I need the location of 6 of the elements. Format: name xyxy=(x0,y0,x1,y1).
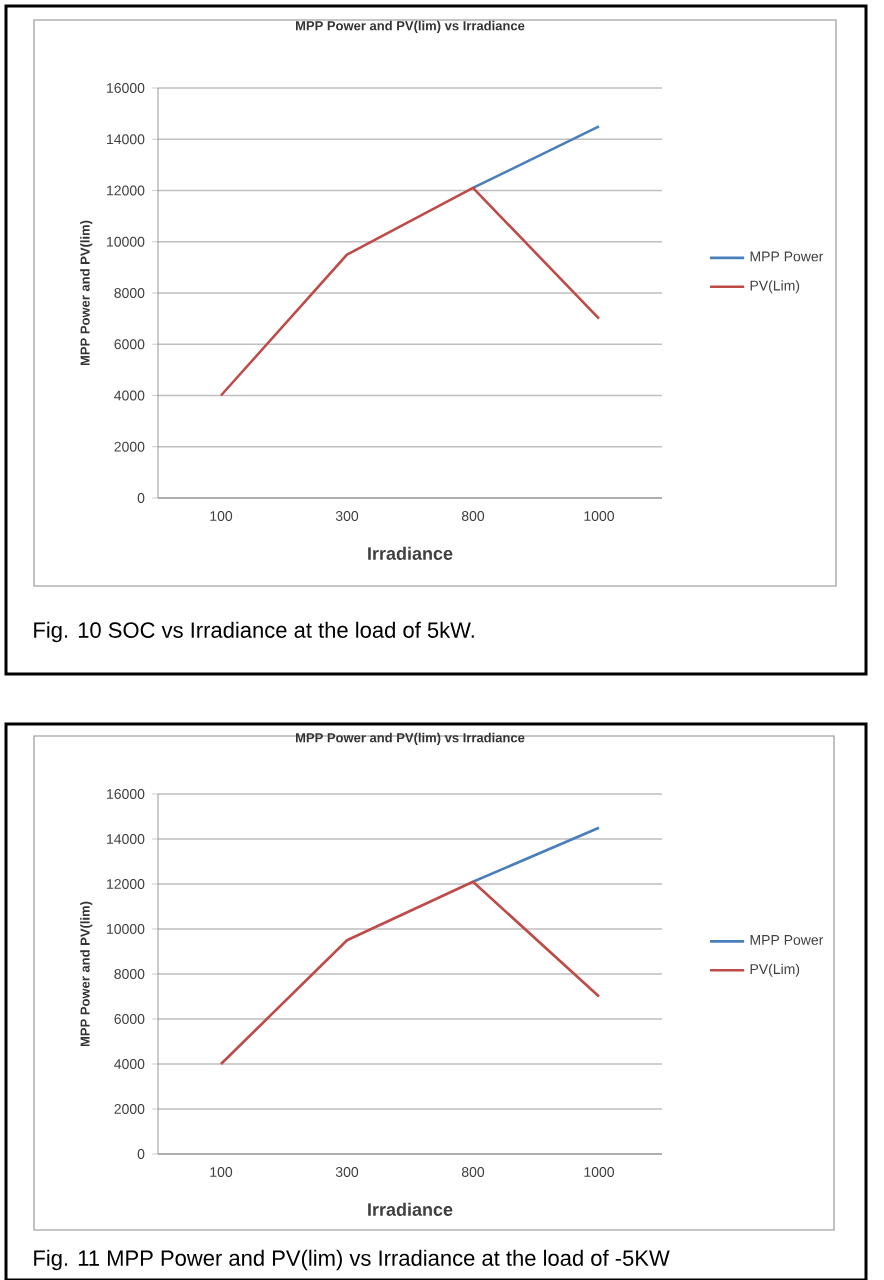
line-series xyxy=(219,880,601,1066)
caption: Fig. 10 SOC vs Irradiance at the load of 5kW. xyxy=(34,621,474,643)
caption: Fig. 11 MPP Power and PV(lim) vs Irradiance at the load of -5KW xyxy=(34,1249,670,1271)
x-axis-title: Irradiance xyxy=(368,546,453,560)
line-series xyxy=(219,186,601,397)
x-axis-title: Irradiance xyxy=(368,1202,453,1216)
